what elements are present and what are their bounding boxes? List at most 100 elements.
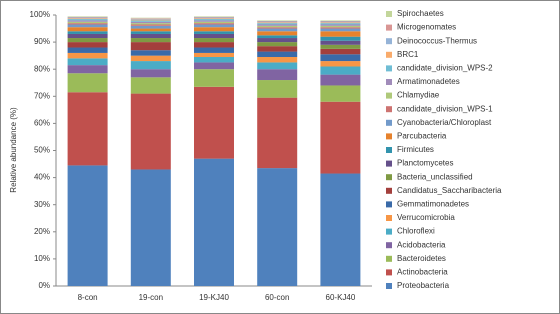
bar-segment — [67, 23, 108, 25]
bar-segment — [67, 65, 108, 74]
bar-segment — [257, 46, 298, 52]
bar-segment — [130, 93, 171, 170]
x-tick-label: 19-con — [139, 293, 163, 302]
bar-segment — [67, 18, 108, 20]
legend-swatch — [386, 79, 392, 85]
y-tick-label: 20% — [34, 227, 50, 236]
bar-segment — [67, 31, 108, 34]
bar-segment — [67, 21, 108, 24]
bar-segment — [257, 28, 298, 32]
bar-segment — [320, 74, 361, 86]
x-tick-label: 60-con — [265, 293, 289, 302]
bar-segment — [320, 20, 361, 22]
bar-segment — [130, 19, 171, 21]
bar-segment — [320, 101, 361, 174]
bar-segment — [194, 42, 234, 48]
legend-label: Bacteria_unclassified — [397, 172, 473, 181]
bar-segment — [320, 40, 361, 45]
bar-segment — [320, 21, 361, 23]
y-tick-label: 100% — [30, 10, 50, 19]
legend-swatch — [386, 242, 392, 249]
bar-segment — [257, 38, 298, 43]
bar-segment — [257, 35, 298, 39]
bar-segment — [194, 27, 234, 32]
bar-segment — [320, 22, 361, 24]
bar-segment — [67, 58, 108, 66]
bar-segment — [257, 20, 298, 22]
bar-segment — [194, 33, 234, 39]
bar-segment — [194, 17, 234, 19]
x-tick-label: 60-KJ40 — [326, 293, 356, 302]
bar-segment — [130, 23, 171, 25]
bar-segment — [67, 19, 108, 21]
bar-segment — [67, 38, 108, 43]
y-tick-label: 0% — [38, 281, 50, 290]
bar-segment — [257, 62, 298, 70]
legend-swatch — [386, 228, 392, 235]
bar-segment — [320, 20, 361, 21]
legend-label: Microgenomates — [397, 23, 456, 32]
bar-segment — [67, 27, 108, 32]
legend-swatch — [386, 133, 392, 140]
legend-label: Spirochaetes — [397, 9, 444, 18]
legend-label: Acidobacteria — [397, 240, 446, 249]
bar-segment — [67, 16, 108, 18]
legend-swatch — [386, 51, 392, 58]
legend-swatch — [386, 92, 392, 99]
bar-segment — [257, 20, 298, 21]
bar-segment — [194, 158, 234, 286]
legend-label: Chloroflexi — [397, 227, 435, 236]
bar-segment — [67, 73, 108, 93]
bar-segment — [130, 69, 171, 78]
legend-label: BRC1 — [397, 50, 419, 59]
bar-segment — [257, 168, 298, 286]
bar-segment — [320, 54, 361, 62]
bar-segment — [257, 69, 298, 81]
bar-segment — [194, 16, 234, 17]
bar-segment — [130, 50, 171, 56]
bar-segment — [130, 24, 171, 26]
bar-segment — [257, 25, 298, 28]
bar-segment — [130, 20, 171, 22]
bar-segment — [130, 77, 171, 94]
bar-segment — [194, 16, 234, 18]
legend-label: Armatimonadetes — [397, 77, 460, 86]
bar-segment — [194, 47, 234, 53]
bar-segment — [257, 22, 298, 24]
bar-segment — [320, 28, 361, 32]
legend-label: Gemmatimonadetes — [397, 200, 469, 209]
bar-segment — [130, 17, 171, 19]
bar-segment — [320, 31, 361, 37]
bar-segment — [130, 38, 171, 43]
bar-segment — [67, 17, 108, 19]
bar-segment — [194, 86, 234, 159]
bar-segment — [320, 36, 361, 41]
bar-segment — [320, 61, 361, 67]
bar-segment — [257, 31, 298, 36]
y-tick-label: 80% — [34, 64, 50, 73]
legend-swatch — [386, 174, 392, 181]
legend-label: Actinobacteria — [397, 268, 448, 277]
legend-swatch — [386, 215, 392, 221]
legend-label: Candidatus_Saccharibacteria — [397, 186, 502, 195]
bar-segment — [257, 23, 298, 25]
bar-segment — [130, 61, 171, 70]
legend-swatch — [386, 11, 392, 17]
bar-segment — [130, 55, 171, 62]
legend-swatch — [386, 269, 392, 276]
bar-segment — [67, 20, 108, 22]
bar-segment — [67, 33, 108, 39]
legend-label: Chlamydiae — [397, 91, 440, 100]
legend-label: Verrucomicrobia — [397, 213, 455, 222]
y-tick-label: 40% — [34, 173, 50, 182]
legend-label: Firmicutes — [397, 145, 434, 154]
bar-segment — [67, 47, 108, 53]
y-tick-label: 50% — [34, 146, 50, 155]
x-tick-label: 19-KJ40 — [199, 293, 229, 302]
bar-segment — [320, 24, 361, 26]
y-tick-label: 10% — [34, 254, 50, 263]
bar-segment — [320, 23, 361, 25]
bar-segment — [194, 57, 234, 63]
